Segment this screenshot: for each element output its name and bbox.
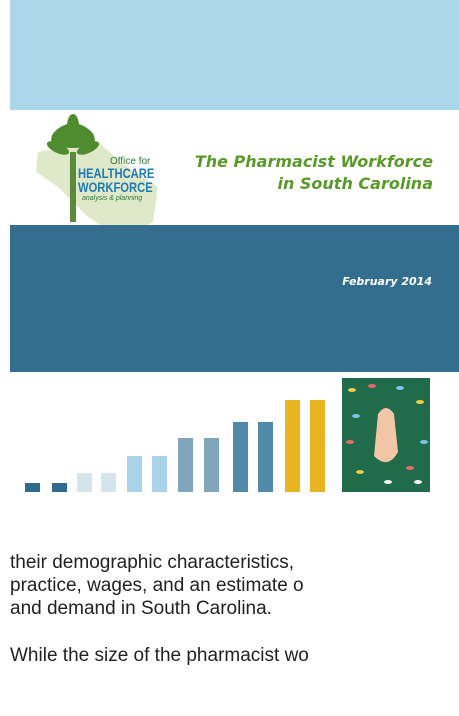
top-band [10,0,459,110]
body-text: While the size of the pharmacist wo [10,645,309,667]
bar-pair [77,473,116,492]
body-text: practice, wages, and an estimate o [10,575,304,597]
page: Office for HEALTHCARE WORKFORCE analysis… [0,0,459,716]
date-band [10,225,459,372]
report-date: February 2014 [342,275,432,288]
body-text: their demographic characteristics, [10,552,294,574]
report-title: The Pharmacist Workforce [195,152,433,171]
bar-pair [127,456,167,492]
bar-pair [233,422,273,492]
pill-photo [342,378,430,492]
logo-workforce: WORKFORCE [78,179,153,195]
bar-pair [285,400,325,492]
body-text: and demand in South Carolina. [10,598,272,620]
bar-pair [25,483,67,492]
bar-pair [178,438,219,492]
decorative-bars [0,372,459,497]
palm-trunk [70,152,76,222]
logo-tagline: analysis & planning [82,195,142,202]
report-title: in South Carolina [277,174,433,193]
